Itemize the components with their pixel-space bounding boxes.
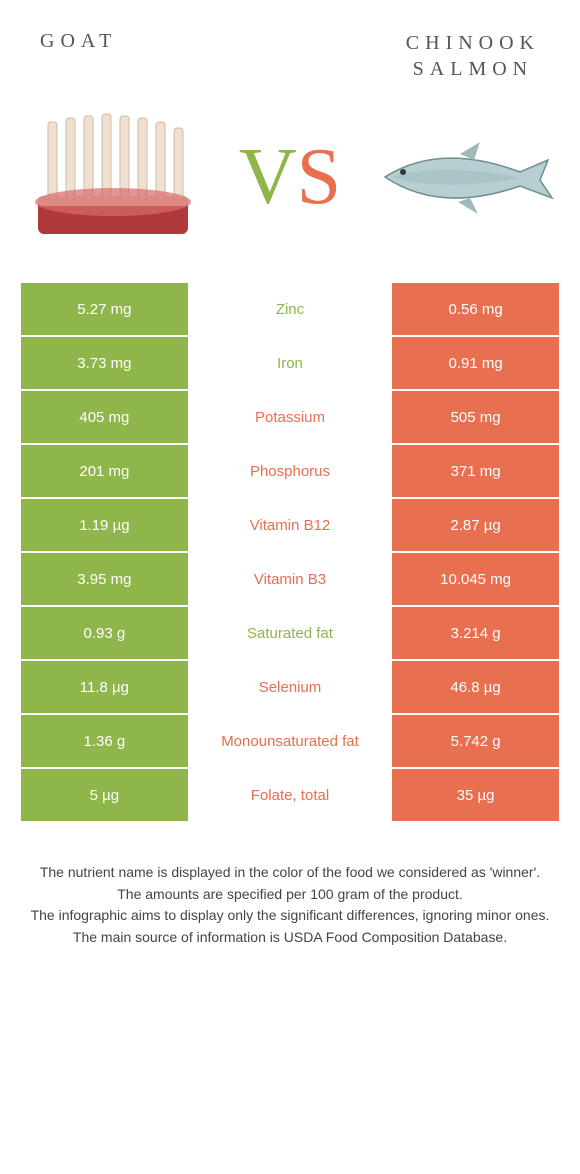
footer: The nutrient name is displayed in the co… [0, 822, 580, 949]
cell-nutrient: Folate, total [188, 769, 392, 821]
table-row: 1.36 gMonounsaturated fat5.742 g [20, 714, 560, 768]
table-row: 201 mgPhosphorus371 mg [20, 444, 560, 498]
cell-nutrient: Monounsaturated fat [188, 715, 392, 767]
cell-right: 371 mg [392, 445, 559, 497]
header: GOAT CHINOOK SALMON [0, 0, 580, 92]
cell-right: 2.87 µg [392, 499, 559, 551]
cell-right: 3.214 g [392, 607, 559, 659]
cell-nutrient: Selenium [188, 661, 392, 713]
table-row: 0.93 gSaturated fat3.214 g [20, 606, 560, 660]
cell-nutrient: Phosphorus [188, 445, 392, 497]
nutrient-table: 5.27 mgZinc0.56 mg3.73 mgIron0.91 mg405 … [0, 282, 580, 822]
salmon-image [370, 102, 560, 252]
table-row: 5 µgFolate, total35 µg [20, 768, 560, 822]
footer-line1: The nutrient name is displayed in the co… [30, 862, 550, 884]
footer-line4: The main source of information is USDA F… [30, 927, 550, 949]
header-right-line1: CHINOOK [406, 30, 540, 56]
cell-left: 0.93 g [21, 607, 188, 659]
table-row: 405 mgPotassium505 mg [20, 390, 560, 444]
cell-right: 46.8 µg [392, 661, 559, 713]
table-row: 1.19 µgVitamin B122.87 µg [20, 498, 560, 552]
cell-left: 1.36 g [21, 715, 188, 767]
cell-left: 11.8 µg [21, 661, 188, 713]
header-right: CHINOOK SALMON [406, 30, 540, 82]
cell-left: 405 mg [21, 391, 188, 443]
cell-nutrient: Zinc [188, 283, 392, 335]
cell-left: 201 mg [21, 445, 188, 497]
table-row: 11.8 µgSelenium46.8 µg [20, 660, 560, 714]
cell-right: 35 µg [392, 769, 559, 821]
cell-right: 0.91 mg [392, 337, 559, 389]
header-left: GOAT [40, 30, 117, 82]
table-row: 3.73 mgIron0.91 mg [20, 336, 560, 390]
cell-nutrient: Potassium [188, 391, 392, 443]
vs-v: V [239, 132, 297, 223]
vs-s: S [297, 132, 342, 223]
table-row: 5.27 mgZinc0.56 mg [20, 282, 560, 336]
table-row: 3.95 mgVitamin B310.045 mg [20, 552, 560, 606]
cell-right: 505 mg [392, 391, 559, 443]
footer-line2: The amounts are specified per 100 gram o… [30, 884, 550, 906]
header-right-line2: SALMON [406, 56, 540, 82]
cell-right: 0.56 mg [392, 283, 559, 335]
cell-left: 3.73 mg [21, 337, 188, 389]
cell-left: 1.19 µg [21, 499, 188, 551]
hero: VS [0, 92, 580, 282]
cell-nutrient: Saturated fat [188, 607, 392, 659]
cell-nutrient: Iron [188, 337, 392, 389]
cell-left: 3.95 mg [21, 553, 188, 605]
cell-left: 5 µg [21, 769, 188, 821]
cell-left: 5.27 mg [21, 283, 188, 335]
cell-nutrient: Vitamin B3 [188, 553, 392, 605]
cell-nutrient: Vitamin B12 [188, 499, 392, 551]
goat-image [20, 102, 210, 252]
vs-label: VS [239, 132, 341, 223]
cell-right: 10.045 mg [392, 553, 559, 605]
cell-right: 5.742 g [392, 715, 559, 767]
footer-line3: The infographic aims to display only the… [30, 905, 550, 927]
